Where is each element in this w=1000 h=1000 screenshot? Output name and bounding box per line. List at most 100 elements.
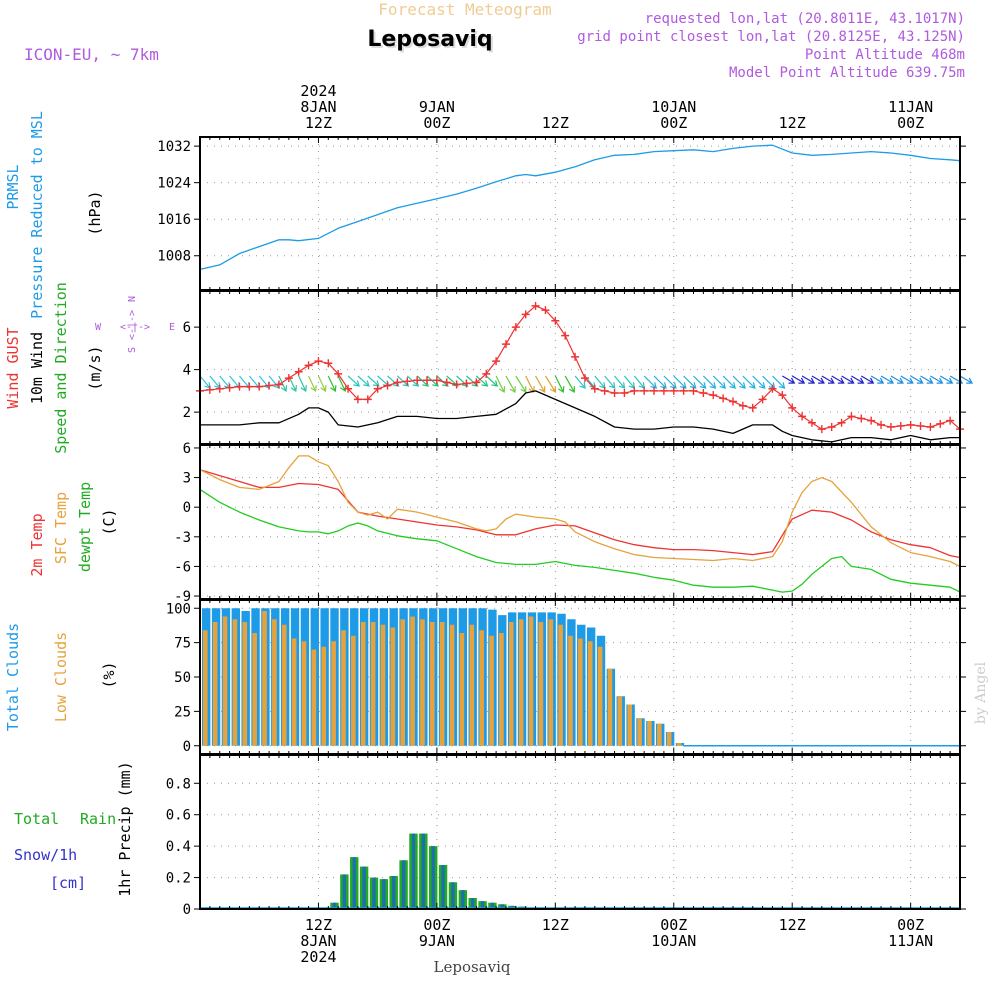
low-cloud-bar	[508, 622, 514, 746]
gust-marker	[265, 381, 274, 390]
gust-marker	[807, 418, 816, 427]
wind-arrow	[347, 375, 360, 387]
wind-arrow-head	[539, 386, 546, 394]
panel-frame-precip	[199, 754, 961, 910]
wind-arrow	[337, 375, 346, 392]
gust-marker	[442, 378, 451, 387]
wind-arrow	[219, 375, 231, 389]
gust-marker	[423, 376, 432, 385]
low-cloud-bar	[203, 630, 208, 746]
wind-arrow	[732, 375, 746, 389]
grid-layer	[200, 137, 960, 910]
wind-arrow-head	[887, 377, 895, 384]
wind-arrow	[505, 375, 516, 393]
wind-arrow-head	[579, 382, 586, 389]
wind-arrow	[485, 375, 498, 387]
label-ms: (m/s)	[86, 345, 104, 390]
wind-arrow	[742, 375, 756, 389]
gust-marker	[847, 412, 856, 421]
low-cloud-bar	[420, 619, 425, 746]
wind-arrow	[495, 375, 505, 393]
wind-arrow	[544, 375, 556, 393]
rain-bar-inner	[332, 902, 337, 909]
wind-arrow	[821, 375, 835, 384]
low-cloud-bar	[528, 616, 534, 746]
gust-marker	[926, 423, 935, 431]
bottom-time-label: 00Z	[660, 916, 687, 934]
compass-ew-arrow: <-|->	[120, 322, 150, 333]
gust-marker	[235, 382, 244, 391]
wind-arrow-head	[916, 377, 924, 384]
wind-arrow-head	[946, 377, 954, 384]
wind-arrow	[831, 375, 844, 384]
gust-marker	[798, 412, 807, 421]
low-cloud-bar	[538, 622, 544, 746]
compass-e: E	[169, 322, 175, 333]
y-tick-label: 100	[166, 601, 191, 617]
gust-marker	[452, 380, 461, 389]
low-cloud-bar	[380, 624, 386, 746]
wind-arrow-head	[353, 380, 360, 387]
bottom-time-label: 12Z	[779, 916, 806, 934]
wind-arrow-head	[827, 377, 835, 384]
wind-arrow-head	[739, 382, 746, 389]
wind-arrow-head	[528, 386, 535, 394]
gust-marker	[373, 384, 382, 393]
low-cloud-bar	[400, 619, 406, 746]
low-cloud-bar	[212, 622, 218, 746]
temp-2m-line	[199, 469, 961, 559]
gust-marker	[274, 380, 283, 389]
gust-marker	[590, 384, 599, 393]
y-tick-label: 0	[183, 902, 191, 918]
wind-arrow-head	[550, 386, 557, 393]
wind-arrow	[604, 375, 616, 389]
pressure-line	[199, 144, 961, 271]
wind-arrow	[851, 375, 864, 384]
label-sfc-temp: SFC Temp	[52, 492, 70, 564]
wind-arrow-head	[689, 382, 697, 389]
low-cloud-bar	[489, 635, 494, 746]
wind-arrow-head	[363, 380, 370, 387]
wind-arrow-head	[481, 380, 489, 387]
gust-marker	[650, 386, 659, 395]
wind-arrow	[466, 375, 478, 387]
low-cloud-bar	[578, 638, 583, 746]
low-cloud-bar	[637, 718, 642, 746]
tick-label-layer: 1008101610241032246-9-6-3036025507510000…	[157, 82, 966, 966]
wind-arrow	[860, 375, 874, 384]
low-cloud-bar	[252, 633, 257, 746]
gust-marker	[531, 301, 540, 310]
gust-marker	[432, 376, 441, 385]
gust-marker	[205, 385, 214, 394]
top-time-label: 00Z	[660, 114, 687, 132]
wind-arrow	[426, 375, 439, 387]
wind-arrow-head	[320, 385, 327, 393]
low-cloud-bar	[647, 721, 652, 746]
wind-arrow	[702, 375, 716, 389]
gust-marker	[501, 340, 510, 349]
wind-arrow-head	[339, 385, 347, 393]
wind-arrow-head	[768, 382, 776, 389]
compass-w: W	[95, 322, 102, 333]
label-wind-gust: Wind GUST	[4, 327, 22, 408]
y-tick-label: 25	[174, 704, 191, 720]
wind-arrow-head	[758, 382, 766, 389]
gust-marker	[393, 378, 402, 387]
low-cloud-bar	[301, 641, 307, 746]
gust-marker	[610, 389, 619, 397]
wind-arrow	[633, 375, 645, 389]
wind-arrow-head	[290, 385, 297, 393]
wind-arrow-head	[749, 382, 756, 389]
compass-n: N	[127, 296, 138, 302]
wind-arrow	[870, 375, 884, 384]
low-cloud-bar	[627, 704, 633, 746]
gust-marker	[363, 395, 372, 404]
rain-bar-inner	[441, 865, 445, 909]
wind-arrow-head	[906, 377, 914, 384]
credit-text: by Angel	[973, 661, 989, 724]
low-cloud-bar	[449, 624, 455, 746]
wind-arrow	[623, 375, 635, 389]
low-cloud-bar	[597, 646, 603, 746]
gust-marker	[738, 401, 747, 410]
low-cloud-bar	[272, 619, 277, 746]
